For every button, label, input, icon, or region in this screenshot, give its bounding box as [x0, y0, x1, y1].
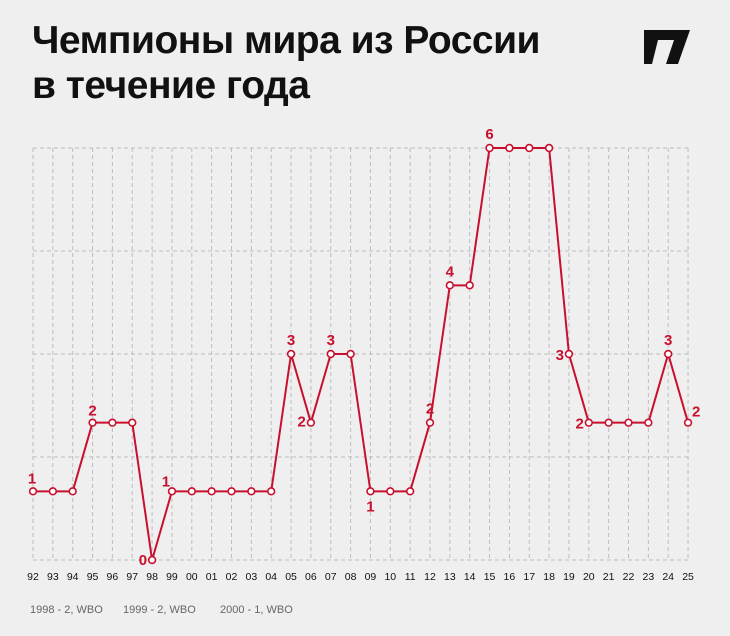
x-tick-21: 21 — [603, 571, 615, 583]
value-label-09: 1 — [366, 498, 374, 515]
value-label-05: 3 — [287, 332, 295, 349]
series-line — [33, 147, 690, 561]
data-point-99 — [167, 487, 177, 496]
data-point-97 — [128, 418, 137, 427]
data-point-20 — [584, 418, 593, 427]
x-tick-11: 11 — [405, 571, 416, 583]
x-tick-18: 18 — [543, 571, 555, 583]
value-label-06: 2 — [298, 414, 306, 431]
data-points — [28, 143, 693, 565]
x-tick-24: 24 — [662, 571, 674, 583]
data-point-09 — [366, 487, 375, 496]
data-point-08 — [346, 349, 355, 359]
data-point-96 — [108, 418, 117, 427]
x-tick-97: 97 — [126, 571, 138, 583]
x-tick-93: 93 — [47, 571, 59, 583]
data-point-18 — [544, 143, 554, 153]
data-point-12 — [425, 418, 435, 427]
data-point-07 — [326, 349, 335, 359]
x-tick-07: 07 — [325, 571, 337, 583]
x-tick-13: 13 — [444, 571, 456, 583]
x-tick-99: 99 — [166, 571, 178, 583]
data-point-23 — [644, 418, 653, 427]
data-point-22 — [624, 418, 633, 427]
x-tick-96: 96 — [107, 571, 119, 583]
value-label-98: 0 — [139, 552, 147, 569]
footnote-1998: 1998 - 2, WBO — [30, 604, 103, 616]
x-tick-09: 09 — [365, 571, 377, 583]
data-point-92 — [28, 487, 38, 496]
x-tick-14: 14 — [464, 571, 476, 583]
value-label-24: 3 — [664, 332, 672, 349]
x-tick-04: 04 — [265, 571, 277, 583]
x-tick-03: 03 — [246, 571, 258, 583]
x-tick-92: 92 — [27, 571, 39, 583]
value-label-92: 1 — [28, 470, 36, 487]
x-tick-00: 00 — [186, 571, 198, 583]
x-tick-23: 23 — [643, 571, 655, 583]
publisher-logo-icon — [644, 30, 690, 64]
data-point-03 — [247, 487, 256, 496]
data-point-19 — [564, 349, 574, 359]
value-label-95: 2 — [88, 403, 96, 420]
value-labels: 1 2 0 1 3 2 3 1 2 4 6 3 2 3 2 — [28, 126, 701, 569]
x-tick-05: 05 — [285, 571, 297, 583]
data-point-95 — [88, 418, 97, 427]
footnote-2000: 2000 - 1, WBO — [220, 604, 293, 616]
data-point-14 — [465, 281, 474, 290]
x-tick-25: 25 — [682, 571, 694, 583]
page-title: Чемпионы мира из России в течение года — [32, 18, 541, 108]
data-point-24 — [663, 349, 673, 359]
value-label-12: 2 — [426, 401, 434, 418]
x-tick-10: 10 — [384, 571, 396, 583]
data-point-98 — [147, 555, 157, 565]
data-point-16 — [505, 143, 514, 153]
data-point-94 — [68, 487, 77, 496]
data-point-01 — [207, 487, 216, 496]
value-label-99: 1 — [162, 473, 170, 490]
data-point-06 — [306, 418, 316, 427]
x-tick-98: 98 — [146, 571, 158, 583]
data-point-02 — [227, 487, 236, 496]
series-line-layer — [33, 147, 690, 561]
x-tick-06: 06 — [305, 571, 317, 583]
data-point-04 — [267, 487, 276, 496]
title-line-2: в течение года — [32, 64, 310, 107]
value-label-15: 6 — [485, 126, 493, 143]
data-point-10 — [386, 487, 395, 496]
data-point-25 — [683, 418, 693, 427]
footnote-1999: 1999 - 2, WBO — [123, 604, 196, 616]
x-tick-19: 19 — [563, 571, 575, 583]
x-tick-16: 16 — [504, 571, 516, 583]
title-line-1: Чемпионы мира из России — [32, 19, 541, 62]
x-tick-20: 20 — [583, 571, 595, 583]
x-tick-12: 12 — [424, 571, 436, 583]
data-point-13 — [445, 281, 455, 290]
x-tick-22: 22 — [623, 571, 635, 583]
x-tick-94: 94 — [67, 571, 79, 583]
data-point-93 — [48, 487, 58, 496]
value-label-25: 2 — [692, 404, 700, 421]
data-point-05 — [286, 349, 296, 359]
x-tick-95: 95 — [87, 571, 99, 583]
x-tick-17: 17 — [523, 571, 535, 583]
x-axis-ticks: 92 93 94 95 96 97 98 99 00 01 02 03 04 05 06 07 08 09 10 11… — [27, 571, 694, 583]
x-tick-08: 08 — [345, 571, 357, 583]
data-point-21 — [604, 418, 613, 427]
value-label-07: 3 — [327, 332, 335, 349]
data-point-11 — [405, 487, 415, 496]
value-label-20: 2 — [575, 416, 583, 433]
data-point-00 — [187, 487, 197, 496]
grid — [32, 147, 689, 561]
x-tick-15: 15 — [484, 571, 496, 583]
data-point-15 — [485, 143, 494, 153]
x-tick-02: 02 — [226, 571, 238, 583]
value-label-13: 4 — [446, 263, 455, 280]
value-label-19: 3 — [556, 347, 564, 364]
data-point-17 — [525, 143, 534, 153]
x-tick-01: 01 — [206, 571, 218, 583]
